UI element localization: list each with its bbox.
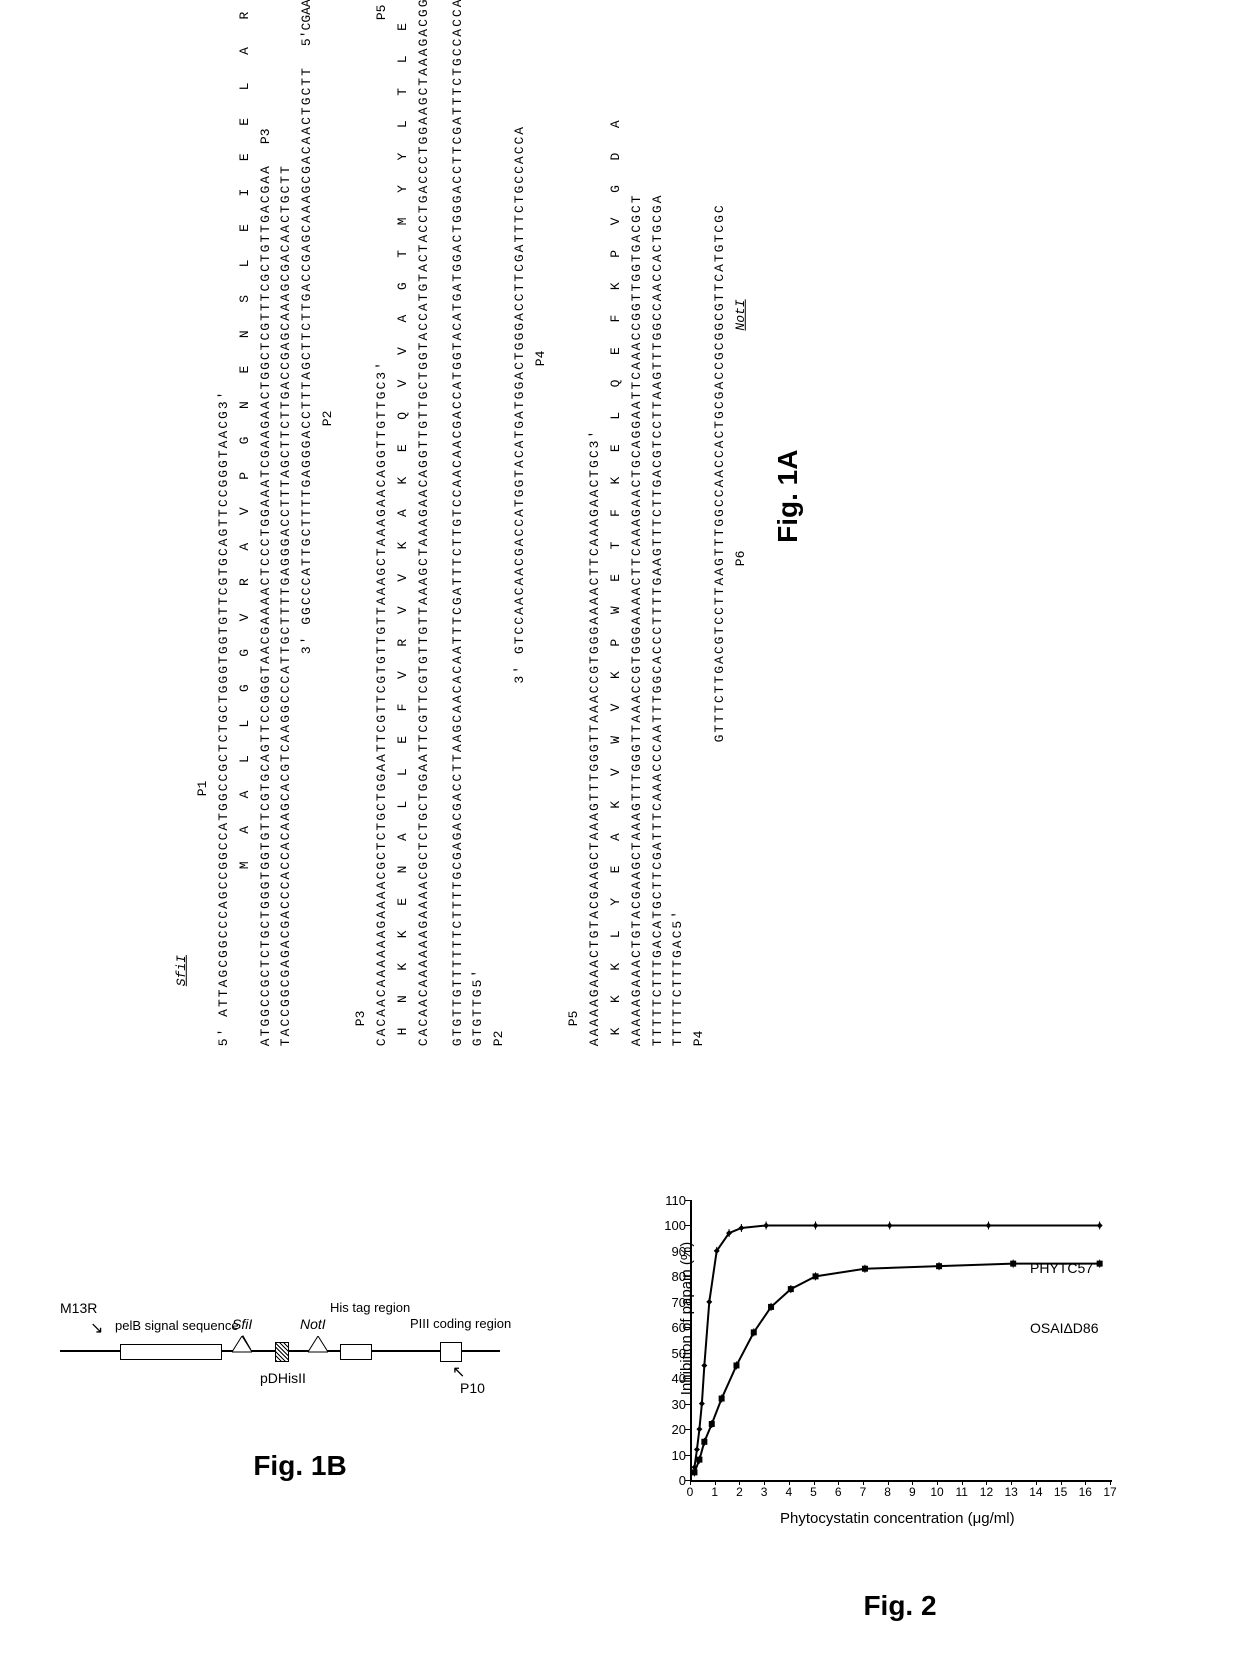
piii-box xyxy=(440,1342,462,1362)
phytc57-label: PHYTC57 xyxy=(1030,1260,1093,1276)
ytick: 110 xyxy=(656,1193,686,1208)
his-label: His tag region xyxy=(330,1300,410,1315)
p3-right-seq: 5'CGAA xyxy=(299,0,320,46)
figure-1a: SfiI P1 5' ATTAGCGGCCCAGCCGGCCATGGCCGCTC… xyxy=(174,0,806,1046)
xtick: 16 xyxy=(1075,1485,1095,1499)
histag-box xyxy=(340,1344,372,1360)
not-label: NotI xyxy=(733,299,750,330)
xtick: 9 xyxy=(902,1485,922,1499)
ytick: 10 xyxy=(656,1448,686,1463)
block3-anti: TTTTTCTTTGACATGCTTCGATTTCAAACCCAATTTGGCA… xyxy=(649,0,666,1046)
p2-left-label: P2 xyxy=(491,0,508,1046)
p5-label: P5 xyxy=(566,0,583,1026)
sfi-label: SfiI xyxy=(174,0,191,986)
block1-anti: TACCGGCGAGACGACCCACCACAAGCACGTCAAGGCCCAT… xyxy=(278,0,295,1046)
xtick: 6 xyxy=(828,1485,848,1499)
xtick: 17 xyxy=(1100,1485,1120,1499)
not-triangle-icon xyxy=(308,1336,328,1354)
p1-primer-seq: 5' ATTAGCGGCCCAGCCGGCCATGGCCGCTCTGCTGGGT… xyxy=(216,0,233,1046)
block1-sense: ATGGCCGCTCTGCTGGGTGGTGTTCGTGCAGTTCCGGGTA… xyxy=(257,164,274,1046)
plasmid-label: pDHisII xyxy=(260,1370,306,1386)
p3-right-label: P3 xyxy=(257,128,278,144)
fig1a-label: Fig. 1A xyxy=(770,0,806,1046)
block3-sense: AAAAAGAAACTGTACGAAGCTAAAGTTTGGGTTAAACCGT… xyxy=(628,0,645,1046)
block1-aa: M A A L L G G V R A V P G N E N S L E I … xyxy=(236,0,253,1046)
fig2-label: Fig. 2 xyxy=(620,1590,1180,1622)
chart-xlabel: Phytocystatin concentration (μg/ml) xyxy=(780,1510,1015,1527)
block2-sense: CACAACAAAAAAGAAAACGCTCTGCTGGAATTCGTTCGTG… xyxy=(416,0,446,1046)
ytick: 80 xyxy=(656,1269,686,1284)
xtick: 13 xyxy=(1001,1485,1021,1499)
xtick: 5 xyxy=(804,1485,824,1499)
ytick: 20 xyxy=(656,1422,686,1437)
xtick: 12 xyxy=(976,1485,996,1499)
p6-primer-seq: GTTTCTTGACGTCCTTAAGTTTGGCCAACCACTGCGACCG… xyxy=(712,0,729,1046)
block2-anti: GTGTTGTTTTTTCTTTTGCGAGACGACCTTAAGCAACACA… xyxy=(449,0,466,1046)
inhibition-chart: Inhibition of papain (%) Phytocystatin c… xyxy=(620,1180,1140,1540)
ytick: 100 xyxy=(656,1218,686,1233)
osai-label: OSAIΔD86 xyxy=(1030,1320,1099,1336)
chart-plot-area xyxy=(690,1200,1112,1482)
chart-svg xyxy=(692,1200,1112,1480)
xtick: 15 xyxy=(1051,1485,1071,1499)
block3-aa: K K K L Y E A K V W V K P W E T F K E L … xyxy=(608,0,625,1046)
p4-primer-seq: 3' GTCCAACAACGACCATGGTACATGATGGACTGGGACC… xyxy=(512,0,529,1046)
p10-arrow-icon: ↖ xyxy=(452,1362,465,1382)
ytick: 30 xyxy=(656,1397,686,1412)
piii-label: PIII coding region xyxy=(410,1316,511,1331)
p3-label: P3 xyxy=(353,0,370,1026)
p6-label: P6 xyxy=(733,551,750,567)
sfi-triangle-icon xyxy=(232,1336,252,1354)
not-label-1b: NotI xyxy=(300,1316,326,1332)
block2-aa: H N K K E N A L L E F V R V V K A K E Q … xyxy=(395,0,412,1046)
xtick: 11 xyxy=(952,1485,972,1499)
ytick: 60 xyxy=(656,1320,686,1335)
p4-left-seq: TTTTTCTTTGAC5' xyxy=(670,0,687,1046)
p4-left-label: P4 xyxy=(691,0,708,1046)
xtick: 0 xyxy=(680,1485,700,1499)
xtick: 4 xyxy=(779,1485,799,1499)
xtick: 3 xyxy=(754,1485,774,1499)
p2-left-seq: GTGTTG5' xyxy=(470,968,487,1046)
xtick: 8 xyxy=(878,1485,898,1499)
p5-primer-seq: AAAAAGAAACTGTACGAAGCTAAAGTTTGGGTTAAACCGT… xyxy=(587,0,604,1046)
figure-2: Inhibition of papain (%) Phytocystatin c… xyxy=(620,1180,1180,1622)
fig1b-label: Fig. 1B xyxy=(60,1450,540,1482)
sfi-label-1b: SfiI xyxy=(232,1316,252,1332)
figure-1b: M13R ↘ pelB signal sequence SfiI NotI Hi… xyxy=(60,1280,540,1482)
plasmid-diagram: M13R ↘ pelB signal sequence SfiI NotI Hi… xyxy=(60,1280,540,1420)
p5-right-label: P5 xyxy=(374,5,395,21)
ytick: 40 xyxy=(656,1371,686,1386)
m13r-arrow-icon: ↘ xyxy=(90,1318,103,1338)
pelb-box xyxy=(120,1344,222,1360)
m13r-label: M13R xyxy=(60,1300,97,1316)
p2-label: P2 xyxy=(320,0,337,426)
insert-region xyxy=(275,1342,289,1362)
pelb-label: pelB signal sequence xyxy=(115,1318,239,1333)
ytick: 90 xyxy=(656,1244,686,1259)
p1-label: P1 xyxy=(195,0,212,796)
xtick: 2 xyxy=(729,1485,749,1499)
xtick: 10 xyxy=(927,1485,947,1499)
p3-primer-seq: CACAACAAAAAAGAAAACGCTCTGCTGGAATTCGTTCGTG… xyxy=(374,360,391,1046)
series-line-OSAIΔD86 xyxy=(694,1264,1099,1473)
ytick: 70 xyxy=(656,1295,686,1310)
p2-primer-seq: 3' GGCCCATTGCTTTTGAGGGACCTTTAGCTTCTTGACC… xyxy=(299,66,316,1046)
p4-label: P4 xyxy=(533,0,550,366)
p10-label: P10 xyxy=(460,1380,485,1396)
xtick: 1 xyxy=(705,1485,725,1499)
xtick: 7 xyxy=(853,1485,873,1499)
ytick: 50 xyxy=(656,1346,686,1361)
xtick: 14 xyxy=(1026,1485,1046,1499)
